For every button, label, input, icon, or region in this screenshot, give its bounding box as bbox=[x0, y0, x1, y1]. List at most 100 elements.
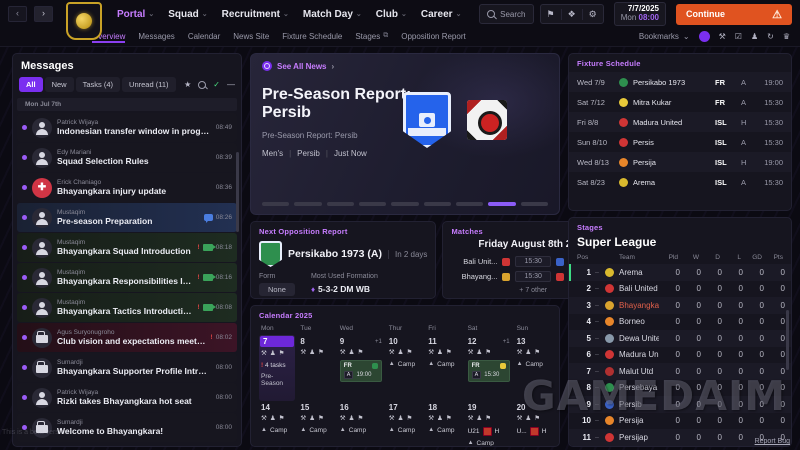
fixture-row[interactable]: Wed 8/13 Persija ISL H 19:00 bbox=[569, 152, 791, 172]
search-icon[interactable] bbox=[198, 80, 207, 89]
message-row[interactable]: Mustaqim Bhayangkara Tactics Introduction… bbox=[17, 293, 237, 322]
table-row[interactable]: 9– Persib 0 0 0 0 0 0 bbox=[569, 396, 791, 413]
message-row[interactable]: ✚ Erick Chaniago Bhayangkara injury update… bbox=[17, 173, 237, 202]
carousel-dash[interactable] bbox=[391, 202, 419, 206]
filter-unread-11-[interactable]: Unread (11) bbox=[122, 77, 176, 92]
menu-career[interactable]: Career ⌄ bbox=[421, 9, 462, 20]
carousel-dash[interactable] bbox=[294, 202, 322, 206]
message-row[interactable]: Edy Mariani Squad Selection Rules 08:39 bbox=[17, 143, 237, 172]
table-scrollbar[interactable] bbox=[786, 310, 789, 370]
tab-messages[interactable]: Messages bbox=[138, 32, 174, 41]
menu-portal[interactable]: Portal ⌄ bbox=[117, 9, 154, 20]
filter-all[interactable]: All bbox=[19, 77, 43, 92]
calendar-day-13[interactable]: 13 ⚒ ♟ ⚑ ▲ Camp bbox=[515, 335, 551, 401]
notes-check-icon[interactable]: ☑ bbox=[734, 31, 742, 41]
table-row[interactable]: 2– Bali United 0 0 0 0 0 0 bbox=[569, 281, 791, 298]
carousel-dash[interactable] bbox=[423, 202, 451, 206]
menu-club[interactable]: Club ⌄ bbox=[376, 9, 407, 20]
tab-calendar[interactable]: Calendar bbox=[188, 32, 220, 41]
calendar-day-18[interactable]: 18 ⚒ ♟ ⚑ ▲ Camp bbox=[426, 401, 462, 446]
fixture-row[interactable]: Fri 8/8 Madura United ISL H 15:30 bbox=[569, 112, 791, 132]
collapse-icon[interactable]: — bbox=[227, 80, 235, 89]
see-all-news-link[interactable]: See All News › bbox=[262, 61, 548, 71]
filter-new[interactable]: New bbox=[44, 77, 74, 92]
tab-news-site[interactable]: News Site bbox=[233, 32, 269, 41]
menu-squad[interactable]: Squad ⌄ bbox=[168, 9, 207, 20]
tab-stages[interactable]: Stages ⧉ bbox=[355, 32, 388, 41]
match-chip[interactable]: FR A 15:30 bbox=[467, 359, 510, 382]
table-row[interactable]: 11– Persijap 0 0 0 0 0 0 bbox=[569, 429, 791, 446]
menu-recruitment[interactable]: Recruitment ⌄ bbox=[222, 9, 289, 20]
profile-badge-icon[interactable]: ❖ bbox=[560, 8, 582, 20]
news-carousel-card[interactable]: See All News › Pre-Season Report: Persib… bbox=[250, 53, 560, 215]
fixture-row[interactable]: Sun 8/10 Persis ISL A 15:30 bbox=[569, 132, 791, 152]
forward-arrow-icon[interactable]: › bbox=[34, 6, 53, 22]
search-input[interactable]: Search bbox=[479, 4, 534, 24]
filter-tasks-4-[interactable]: Tasks (4) bbox=[75, 77, 121, 92]
fixture-row[interactable]: Sat 8/23 Arema ISL A 15:30 bbox=[569, 172, 791, 192]
fixture-row[interactable]: Sat 7/12 Mitra Kukar FR A 15:30 bbox=[569, 92, 791, 112]
fm-logo-icon[interactable] bbox=[698, 30, 710, 42]
calendar-day-14[interactable]: 14 ⚒ ♟ ⚑ ▲ Camp bbox=[259, 401, 295, 446]
next-opposition-panel[interactable]: Next Opposition Report Persikabo 1973 (A… bbox=[250, 221, 437, 299]
carousel-dash[interactable] bbox=[520, 202, 548, 206]
tactics-icon[interactable]: ♟ bbox=[750, 31, 759, 41]
message-row[interactable]: Patrick Wijaya Rizki takes Bhayangkara ho… bbox=[17, 383, 237, 412]
favourite-star-icon[interactable]: ★ bbox=[184, 80, 192, 89]
mark-read-icon[interactable]: ✓ bbox=[213, 80, 220, 89]
settings-gear-icon[interactable]: ⚙ bbox=[581, 8, 603, 20]
bookmarks-dropdown[interactable]: Bookmarks ⌄ bbox=[639, 32, 690, 41]
menu-match-day[interactable]: Match Day ⌄ bbox=[303, 9, 362, 20]
table-row[interactable]: 3– Bhayangkara 0 0 0 0 0 0 bbox=[569, 297, 791, 314]
table-row[interactable]: 10– Persija 0 0 0 0 0 0 bbox=[569, 413, 791, 430]
tab-opposition-report[interactable]: Opposition Report bbox=[401, 32, 465, 41]
carousel-dash[interactable] bbox=[488, 202, 516, 206]
back-arrow-icon[interactable]: ‹ bbox=[8, 6, 27, 22]
calendar-day-7[interactable]: 7 ⚒ ♟ ⚑! 4 tasks Pre-Season bbox=[259, 335, 296, 401]
calendar-panel[interactable]: Calendar 2025 Mon Tue Wed Thur Fri Sat Sun 7 ⚒ ♟ ⚑… bbox=[250, 305, 560, 447]
message-row[interactable]: Mustaqim Bhayangkara Responsibilities Int… bbox=[17, 263, 237, 292]
club-crest[interactable] bbox=[66, 2, 102, 40]
calendar-day-12[interactable]: 12 +1 ⚒ ♟ ⚑ FR A 15:30 bbox=[466, 335, 512, 401]
calendar-day-16[interactable]: 16 ⚒ ♟ ⚑ ▲ Camp bbox=[338, 401, 384, 446]
kit-icon[interactable]: ⚒ bbox=[718, 31, 726, 41]
calendar-day-9[interactable]: 9 +1 ⚒ ♟ ⚑ FR A 19:00 bbox=[338, 335, 384, 401]
table-row[interactable]: 1– Arema 0 0 0 0 0 0 bbox=[569, 264, 791, 281]
bookmark-icon[interactable]: ⚑ bbox=[546, 8, 555, 19]
sync-icon[interactable]: ↻ bbox=[767, 31, 774, 41]
carousel-dash[interactable] bbox=[358, 202, 387, 206]
calendar-day-10[interactable]: 10 ⚒ ♟ ⚑ ▲ Camp bbox=[387, 335, 423, 401]
table-row[interactable]: 8– Persebaya 0 0 0 0 0 0 bbox=[569, 380, 791, 397]
message-row[interactable]: Agus Suryonugroho Club vision and expecta… bbox=[17, 323, 237, 352]
calendar-day-15[interactable]: 15 ⚒ ♟ ⚑ ▲ Camp bbox=[298, 401, 334, 446]
message-row[interactable]: Sumardji Bhayangkara Supporter Profile In… bbox=[17, 353, 237, 382]
calendar-day-17[interactable]: 17 ⚒ ♟ ⚑ ▲ Camp bbox=[387, 401, 423, 446]
message-row[interactable]: Mustaqim Bhayangkara Squad Introduction! 0… bbox=[17, 233, 237, 262]
match-chip[interactable]: FR A 19:00 bbox=[339, 359, 382, 382]
message-row[interactable]: Mustaqim Pre-season Preparation 08:26 bbox=[17, 203, 237, 232]
message-row[interactable]: Sumardji Welcome to Bhayangkara! 08:00 bbox=[17, 413, 237, 442]
table-row[interactable]: 5– Dewa United 0 0 0 0 0 0 bbox=[569, 330, 791, 347]
table-row[interactable]: 6– Madura United 0 0 0 0 0 0 bbox=[569, 347, 791, 364]
report-bug-link[interactable]: Report Bug bbox=[754, 438, 790, 445]
calendar-day-8[interactable]: 8 ⚒ ♟ ⚑ bbox=[298, 335, 334, 401]
fixture-schedule-panel[interactable]: Fixture Schedule Wed 7/9 Persikabo 1973 FR… bbox=[568, 53, 792, 211]
table-row[interactable]: 7– Malut Utd 0 0 0 0 0 0 bbox=[569, 363, 791, 380]
matches-more-link[interactable]: + 7 other bbox=[519, 287, 548, 294]
stages-panel[interactable]: Stages Super League Pos Team Pld W D L GD Pts 1… bbox=[568, 217, 792, 447]
calendar-day-11[interactable]: 11 ⚒ ♟ ⚑ ▲ Camp bbox=[426, 335, 462, 401]
carousel-dash[interactable] bbox=[455, 202, 484, 206]
tab-fixture-schedule[interactable]: Fixture Schedule bbox=[282, 32, 342, 41]
table-row[interactable]: 4– Borneo 0 0 0 0 0 0 bbox=[569, 314, 791, 331]
continue-button[interactable]: Continue ⚠ bbox=[676, 3, 792, 25]
carousel-dash[interactable] bbox=[262, 202, 290, 206]
trophy-icon[interactable]: ♛ bbox=[782, 31, 790, 41]
calendar-day-20[interactable]: 20 ⚒ ♟ ⚑ U... H bbox=[515, 401, 551, 446]
tab-overview[interactable]: Overview bbox=[92, 32, 125, 41]
message-row[interactable]: Patrick Wijaya Indonesian transfer window… bbox=[17, 113, 237, 142]
carousel-dash[interactable] bbox=[326, 202, 354, 206]
calendar-day-19[interactable]: 19 ⚒ ♟ ⚑ U21 H ▲ Camp bbox=[466, 401, 512, 446]
messages-scrollbar[interactable] bbox=[236, 152, 239, 232]
news-carousel-dots[interactable] bbox=[262, 202, 548, 206]
fixture-row[interactable]: Wed 7/9 Persikabo 1973 FR A 19:00 bbox=[569, 72, 791, 92]
